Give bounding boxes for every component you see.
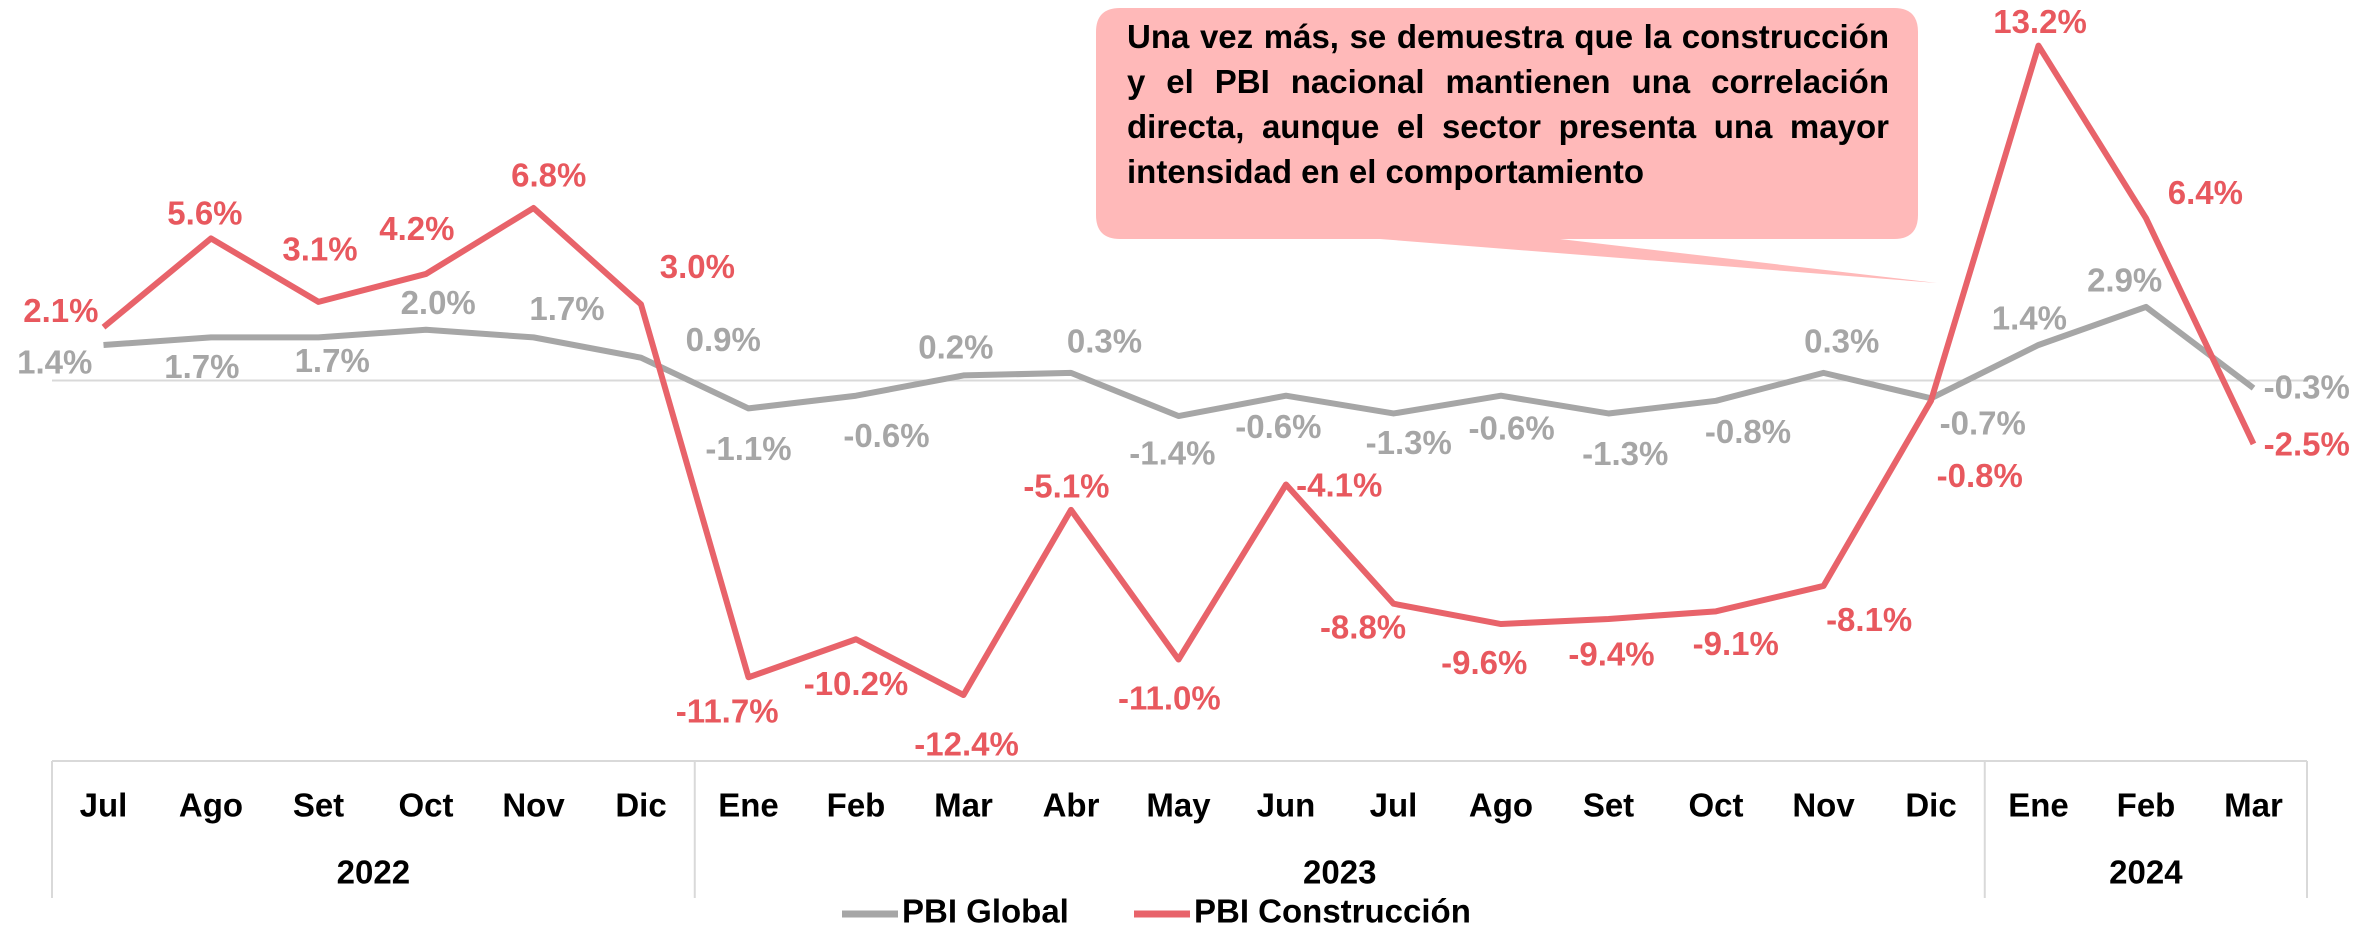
data-label: -11.7% — [676, 693, 779, 730]
data-label: 2.9% — [2087, 261, 2162, 298]
data-label: 1.4% — [1992, 299, 2067, 336]
x-tick-label: Set — [1583, 787, 1634, 824]
data-label: -0.8% — [1705, 413, 1791, 450]
data-label: 6.4% — [2168, 174, 2243, 211]
data-label: -1.4% — [1129, 434, 1215, 471]
data-label: 0.9% — [686, 321, 761, 358]
data-label: -9.6% — [1441, 644, 1527, 681]
x-tick-label: Mar — [2224, 787, 2283, 824]
x-tick-label: Oct — [398, 787, 453, 824]
data-label: -5.1% — [1023, 467, 1109, 504]
legend-label: PBI Construcción — [1194, 893, 1471, 930]
data-label: -9.1% — [1693, 625, 1779, 662]
data-label: -0.3% — [2264, 368, 2350, 405]
data-label: -1.3% — [1582, 435, 1668, 472]
callout-box — [1096, 8, 1937, 283]
data-label: 6.8% — [511, 156, 586, 193]
x-tick-label: Ene — [2008, 787, 2069, 824]
annotation: Una vez más, se demuestra que la constru… — [1127, 18, 1889, 190]
data-label: -0.7% — [1940, 404, 2026, 441]
data-label: 3.1% — [282, 230, 357, 267]
x-tick-label: Mar — [934, 787, 993, 824]
data-label: -8.1% — [1826, 601, 1912, 638]
data-label: 3.0% — [660, 248, 735, 285]
x-tick-label: Feb — [827, 787, 886, 824]
data-label: -8.8% — [1320, 608, 1406, 645]
x-tick-label: Nov — [1792, 787, 1855, 824]
series-line — [101, 42, 2257, 699]
x-tick-label: Ago — [179, 787, 243, 824]
data-label: -10.2% — [804, 665, 909, 702]
x-tick-label: Nov — [502, 787, 565, 824]
data-label: -0.6% — [1235, 408, 1321, 445]
data-label: 4.2% — [379, 210, 454, 247]
x-tick-label: Jun — [1257, 787, 1316, 824]
x-tick-label: Dic — [1905, 787, 1956, 824]
year-label: 2024 — [2109, 854, 2183, 891]
x-tick-label: Abr — [1043, 787, 1100, 824]
year-label: 2022 — [337, 854, 410, 891]
data-label: 0.2% — [918, 328, 993, 365]
x-tick-label: Set — [293, 787, 344, 824]
series-line — [103, 303, 2256, 420]
data-label: -12.4% — [914, 726, 1019, 763]
x-tick-label: Dic — [615, 787, 666, 824]
data-label: -0.6% — [843, 417, 929, 454]
data-label: 0.3% — [1067, 323, 1142, 360]
data-label: 2.0% — [401, 284, 476, 321]
data-label: 1.7% — [164, 348, 239, 385]
x-tick-label: Feb — [2117, 787, 2176, 824]
data-label: -0.8% — [1937, 457, 2023, 494]
data-label: 1.7% — [529, 290, 604, 327]
x-tick-label: Jul — [1370, 787, 1418, 824]
legend-label: PBI Global — [902, 893, 1069, 930]
data-label: -1.1% — [705, 430, 791, 467]
data-label: -2.5% — [2264, 426, 2350, 463]
data-label: 13.2% — [1993, 3, 2087, 40]
year-label: 2023 — [1303, 854, 1376, 891]
x-tick-label: Ago — [1469, 787, 1533, 824]
data-label: -0.6% — [1469, 409, 1555, 446]
x-tick-label: Oct — [1688, 787, 1743, 824]
x-tick-label: Jul — [80, 787, 128, 824]
data-label: 2.1% — [23, 292, 98, 329]
data-label: 1.4% — [17, 343, 92, 380]
data-label: -4.1% — [1296, 466, 1382, 503]
x-tick-label: Ene — [718, 787, 779, 824]
data-label: -9.4% — [1568, 636, 1654, 673]
data-label: 0.3% — [1804, 323, 1879, 360]
data-label: -1.3% — [1366, 424, 1452, 461]
data-label: 5.6% — [167, 194, 242, 231]
data-label: -11.0% — [1118, 679, 1221, 716]
data-label: 1.7% — [295, 342, 370, 379]
x-tick-label: May — [1146, 787, 1211, 824]
